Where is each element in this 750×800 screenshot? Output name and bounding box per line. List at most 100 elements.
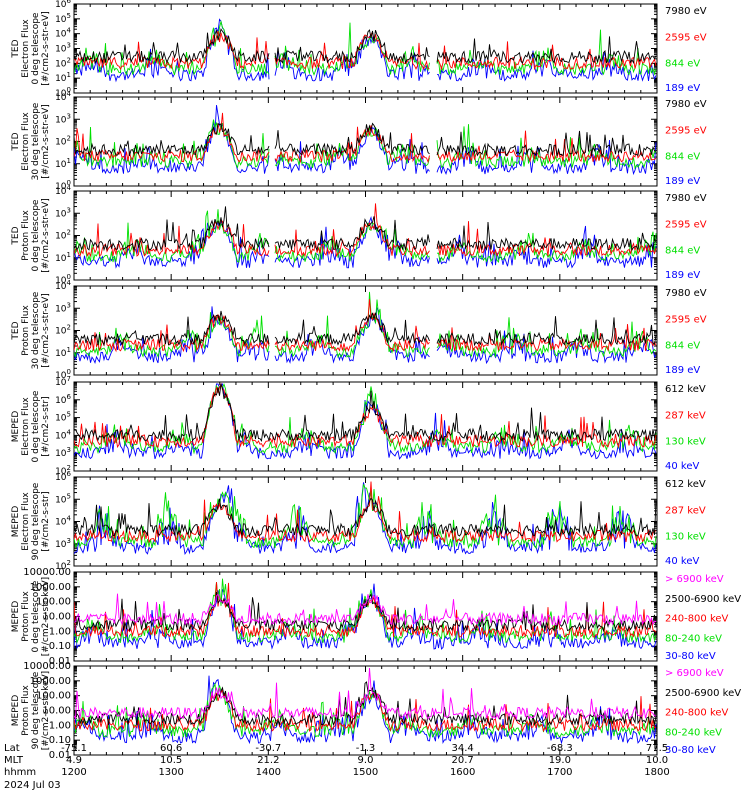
y-axis-title-line: [#/cm2-s-str-keV] bbox=[41, 671, 51, 750]
trace-80-240-kev bbox=[74, 578, 657, 644]
y-tick-label: 105 bbox=[55, 411, 71, 424]
y-tick-label: 10000.00 bbox=[23, 661, 71, 672]
y-axis-title: TEDElectron Flux30 deg telescope[#/cm2-s… bbox=[11, 102, 51, 180]
y-axis-title: MEPEDProton Flux0 deg telescope[#/cm2-s-… bbox=[11, 577, 51, 656]
legend-entry: 612 keV bbox=[665, 479, 706, 490]
trace-612-kev bbox=[74, 497, 657, 538]
legend-entry: 844 eV bbox=[665, 341, 700, 352]
legend-entry: 40 keV bbox=[665, 461, 699, 472]
y-axis-title-line: [#/cm2-s-str] bbox=[41, 491, 51, 551]
footer-value: 1400 bbox=[256, 767, 281, 778]
y-tick-label: 106 bbox=[55, 470, 71, 483]
y-tick-label: 10.00 bbox=[42, 706, 71, 717]
footer-value: 1700 bbox=[547, 767, 572, 778]
y-axis-title-line: 30 deg telescope bbox=[31, 291, 41, 369]
trace-7980-ev bbox=[74, 310, 657, 347]
legend-entry: 2500-6900 keV bbox=[665, 688, 741, 699]
panel-4: 100 101 102 103 104 TEDProton Flux30 deg tele… bbox=[11, 279, 707, 381]
y-tick-label: 102 bbox=[55, 135, 71, 148]
y-tick-label: 105 bbox=[55, 12, 71, 25]
y-tick-label: 101 bbox=[55, 251, 71, 264]
y-tick-label: 101 bbox=[55, 346, 71, 359]
y-axis-title-line: [#/cm2-s-str-eV] bbox=[41, 11, 51, 86]
y-axis-title-line: MEPED bbox=[11, 411, 21, 443]
legend-entry: 7980 eV bbox=[665, 193, 707, 204]
legend-entry: 130 keV bbox=[665, 437, 706, 448]
y-axis-title-line: [#/cm2-s-str-eV] bbox=[41, 293, 51, 368]
panel-frame bbox=[73, 3, 658, 94]
legend-entry: 189 eV bbox=[665, 83, 700, 94]
y-tick-label: 106 bbox=[55, 393, 71, 406]
legend-entry: 7980 eV bbox=[665, 99, 707, 110]
footer-date: 2024 Jul 03 bbox=[4, 780, 61, 791]
y-axis-title-line: [#/cm2-s-str-keV] bbox=[41, 577, 51, 656]
y-axis-title: TEDElectron Flux0 deg telescope[#/cm2-s-… bbox=[11, 11, 51, 86]
y-tick-label: 107 bbox=[55, 375, 71, 388]
y-axis-title-line: TED bbox=[11, 39, 21, 58]
data-traces bbox=[74, 105, 657, 176]
y-tick-label: 1.00 bbox=[49, 626, 71, 637]
data-traces bbox=[74, 203, 657, 269]
trace-40-kev bbox=[74, 482, 657, 555]
panel-3: 100 101 102 103 104 TEDProton Flux0 deg teles… bbox=[11, 184, 707, 286]
legend-entry: 844 eV bbox=[665, 246, 700, 257]
legend-entry: 2595 eV bbox=[665, 219, 707, 230]
footer-row-label: hhmm bbox=[4, 767, 36, 778]
y-tick-label: 101 bbox=[55, 157, 71, 170]
y-axis-title-line: 90 deg telescope bbox=[31, 482, 41, 560]
y-tick-label: 101 bbox=[55, 71, 71, 84]
y-tick-label: 1000.00 bbox=[30, 582, 71, 593]
y-axis-title-line: Proton Flux bbox=[21, 210, 31, 261]
footer-value: 10.0 bbox=[646, 755, 668, 766]
legend-entry: 189 eV bbox=[665, 365, 700, 376]
footer-value: 1600 bbox=[450, 767, 475, 778]
y-axis-title-line: TED bbox=[11, 132, 21, 151]
y-tick-label: 0.10 bbox=[49, 641, 71, 652]
y-axis-title-line: [#/cm2-s-str-eV] bbox=[41, 198, 51, 273]
legend-entry: 287 keV bbox=[665, 505, 706, 516]
panel-7: 0.010.101.0010.00100.001000.0010000.00ME… bbox=[11, 567, 741, 667]
y-tick-label: 1000.00 bbox=[30, 676, 71, 687]
legend-entry: 240-800 keV bbox=[665, 614, 729, 625]
y-axis-title-line: MEPED bbox=[11, 506, 21, 538]
y-axis-title-line: [#/cm2-s-str-eV] bbox=[41, 104, 51, 179]
y-tick-label: 100 bbox=[55, 273, 71, 286]
y-tick-label: 0.01 bbox=[49, 750, 71, 761]
y-tick-label: 102 bbox=[55, 324, 71, 337]
trace-844-ev bbox=[74, 19, 657, 76]
y-tick-label: 103 bbox=[55, 537, 71, 550]
y-axis-title-line: Proton Flux bbox=[21, 685, 31, 736]
footer-value: 19.0 bbox=[549, 755, 571, 766]
legend-entry: 287 keV bbox=[665, 410, 706, 421]
y-tick-label: 100.00 bbox=[36, 597, 71, 608]
y-axis-title-line: Electron Flux bbox=[21, 112, 31, 171]
trace-7980-ev bbox=[74, 28, 657, 65]
footer-value: 60.6 bbox=[160, 743, 182, 754]
footer-value: 9.0 bbox=[358, 755, 374, 766]
legend-entry: 189 eV bbox=[665, 270, 700, 281]
y-axis-title: MEPEDElectron Flux90 deg telescope[#/cm2… bbox=[11, 482, 51, 560]
y-tick-label: 103 bbox=[55, 446, 71, 459]
y-axis-title-line: TED bbox=[11, 321, 21, 340]
legend-entry: 2595 eV bbox=[665, 314, 707, 325]
trace--6900-kev bbox=[74, 667, 657, 721]
y-tick-label: 102 bbox=[55, 56, 71, 69]
y-tick-label: 104 bbox=[55, 184, 71, 197]
y-tick-label: 100.00 bbox=[36, 691, 71, 702]
y-tick-label: 10.00 bbox=[42, 612, 71, 623]
y-axis-title-line: [#/cm2-s-str] bbox=[41, 396, 51, 456]
trace-7980-ev bbox=[74, 206, 657, 252]
y-tick-label: 103 bbox=[55, 301, 71, 314]
footer-row-label: MLT bbox=[4, 755, 24, 766]
data-traces bbox=[74, 578, 657, 650]
y-axis-title-line: Proton Flux bbox=[21, 591, 31, 642]
y-axis-title-line: 0 deg telescope bbox=[31, 390, 41, 462]
legend-entry: 2595 eV bbox=[665, 32, 707, 43]
trace-40-kev bbox=[74, 383, 657, 460]
legend-entry: 30-80 keV bbox=[665, 651, 716, 662]
trace-240-800-kev bbox=[74, 582, 657, 639]
y-axis-title-line: Electron Flux bbox=[21, 397, 31, 456]
y-axis-title-line: TED bbox=[11, 226, 21, 245]
footer-value: 77.5 bbox=[646, 743, 668, 754]
footer-value: -1.3 bbox=[356, 743, 376, 754]
